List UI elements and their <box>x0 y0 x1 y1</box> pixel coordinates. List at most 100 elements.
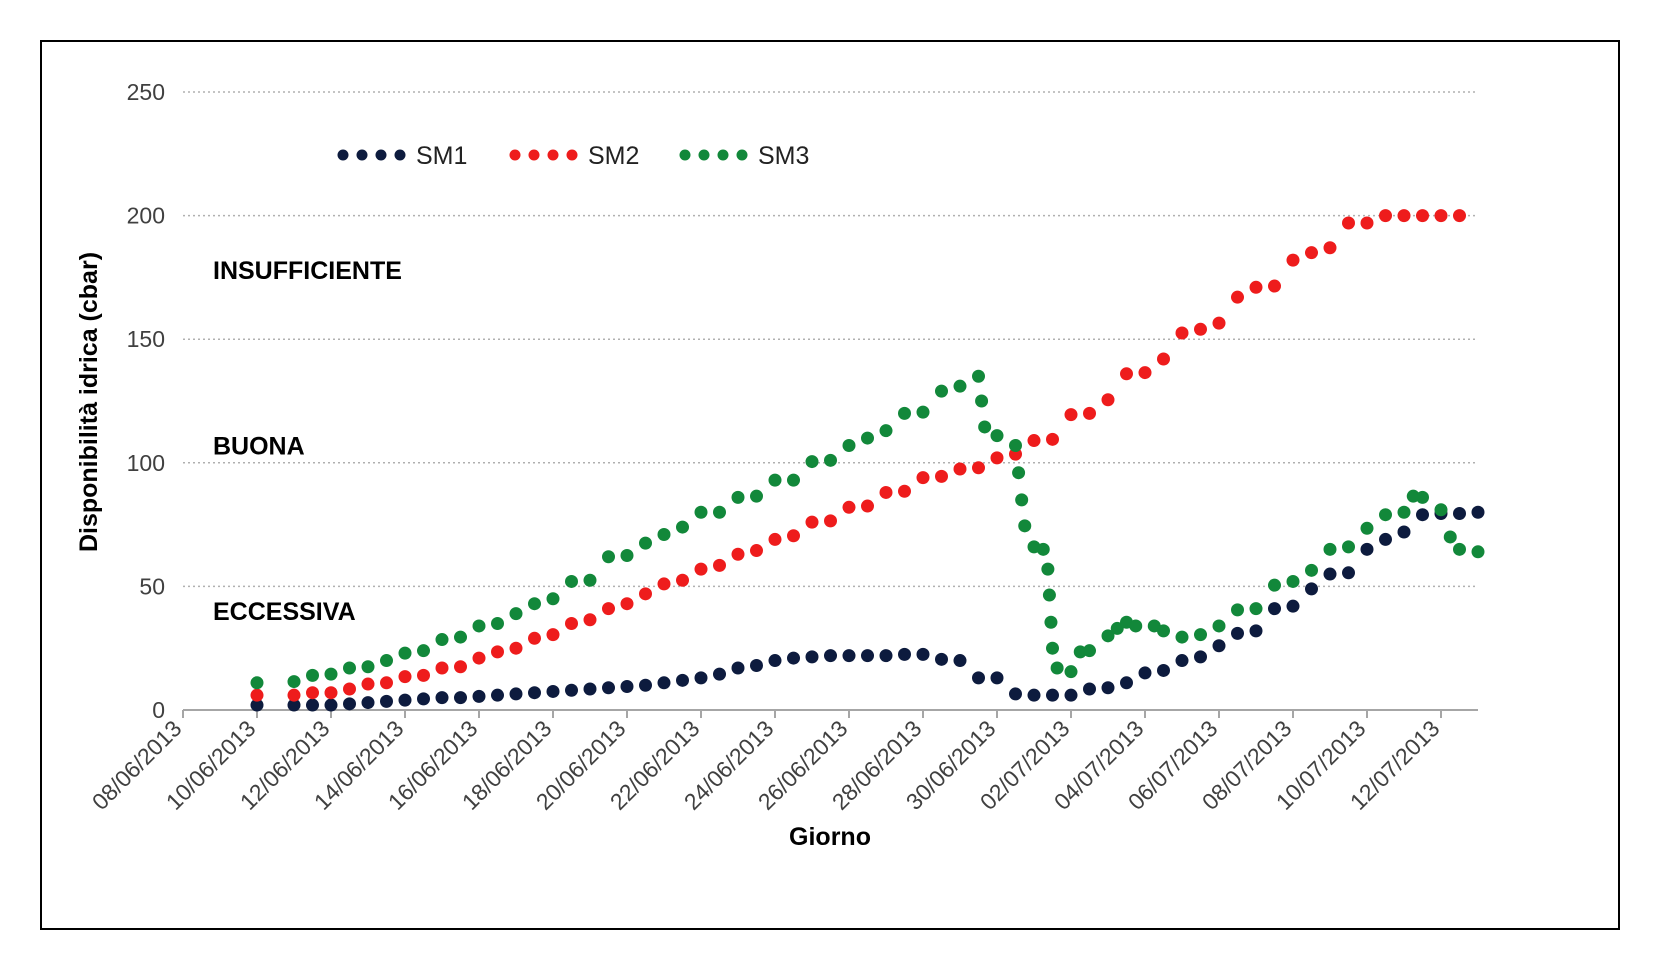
data-point <box>1138 366 1152 380</box>
data-point <box>1041 562 1055 576</box>
legend-marker <box>509 149 521 161</box>
data-point <box>1268 602 1281 616</box>
legend-item-sm3: SM3 <box>679 142 809 170</box>
data-point <box>1110 621 1124 635</box>
chart-frame <box>40 40 1620 930</box>
data-point <box>787 473 800 487</box>
data-point <box>879 485 893 499</box>
data-point <box>1175 654 1189 668</box>
data-point <box>639 678 652 692</box>
data-point <box>509 607 523 621</box>
data-point <box>583 613 597 627</box>
data-point <box>935 469 948 483</box>
data-point <box>417 644 430 658</box>
data-point <box>898 484 911 498</box>
data-point <box>1083 644 1096 658</box>
zone-labels: INSUFFICIENTE BUONA ECCESSIVA <box>213 257 402 626</box>
data-point <box>805 650 819 664</box>
legend-label: SM3 <box>758 142 809 170</box>
legend-marker <box>717 149 729 161</box>
data-point <box>657 527 671 541</box>
y-tick-label: 0 <box>152 697 165 723</box>
data-point <box>546 592 560 606</box>
data-point <box>1286 574 1300 588</box>
data-point <box>1268 578 1281 592</box>
data-point <box>1434 209 1448 223</box>
data-point <box>1323 542 1337 556</box>
data-point <box>879 649 893 663</box>
data-point <box>975 394 989 408</box>
data-point <box>1012 466 1026 480</box>
data-point <box>1042 588 1056 602</box>
data-point <box>324 667 338 681</box>
data-point <box>435 691 449 705</box>
data-point <box>454 691 467 705</box>
data-point <box>1009 687 1022 701</box>
data-point <box>1157 624 1170 638</box>
data-point <box>861 431 874 445</box>
data-point <box>528 686 541 700</box>
data-point <box>1036 542 1050 556</box>
data-point <box>1138 666 1152 680</box>
data-point <box>1434 503 1448 517</box>
data-point <box>602 602 615 616</box>
data-point <box>1064 665 1078 679</box>
data-point <box>676 573 689 587</box>
data-point <box>1083 406 1096 420</box>
data-point <box>620 549 634 562</box>
data-point <box>1379 209 1392 223</box>
data-point <box>824 453 837 467</box>
data-point <box>1249 280 1263 294</box>
data-point <box>1015 493 1029 507</box>
data-point <box>306 686 319 700</box>
data-point <box>713 558 726 572</box>
data-point <box>916 647 930 661</box>
data-point <box>1157 663 1170 677</box>
data-point <box>768 532 782 546</box>
data-point <box>583 682 597 696</box>
data-point <box>398 646 412 660</box>
data-point <box>1009 438 1022 452</box>
data-point <box>602 681 615 695</box>
data-point <box>657 577 671 591</box>
y-tick-label: 100 <box>127 450 165 476</box>
data-point <box>898 406 911 420</box>
data-point <box>1342 540 1355 554</box>
data-point <box>324 686 338 700</box>
data-point <box>380 676 393 690</box>
legend-marker <box>528 149 540 161</box>
data-point <box>1046 641 1059 655</box>
data-point <box>768 654 782 668</box>
data-point <box>435 633 449 647</box>
data-point <box>898 647 911 661</box>
data-point <box>694 671 708 685</box>
data-point <box>417 668 430 682</box>
data-point <box>491 688 504 702</box>
data-point <box>972 671 985 685</box>
data-point <box>565 616 578 630</box>
data-point <box>1286 599 1300 613</box>
data-point <box>380 694 393 708</box>
data-point <box>1231 626 1244 640</box>
data-point <box>731 661 745 675</box>
data-point <box>324 698 338 712</box>
data-point <box>694 505 708 519</box>
data-point <box>380 654 393 668</box>
data-point <box>953 379 967 393</box>
data-point <box>990 429 1004 443</box>
data-point <box>1397 505 1411 519</box>
data-point <box>1360 216 1374 230</box>
axes <box>182 709 1478 718</box>
data-point <box>528 631 541 645</box>
data-point <box>565 683 578 697</box>
data-point <box>472 689 486 703</box>
x-tick-labels: 08/06/201310/06/201312/06/201314/06/2013… <box>87 715 1445 815</box>
data-point <box>657 676 671 690</box>
zone-label: INSUFFICIENTE <box>213 257 402 285</box>
data-point <box>1360 542 1374 556</box>
data-point <box>1018 519 1032 533</box>
data-point <box>1249 624 1263 638</box>
data-point <box>768 473 782 487</box>
legend-item-sm2: SM2 <box>509 142 639 170</box>
